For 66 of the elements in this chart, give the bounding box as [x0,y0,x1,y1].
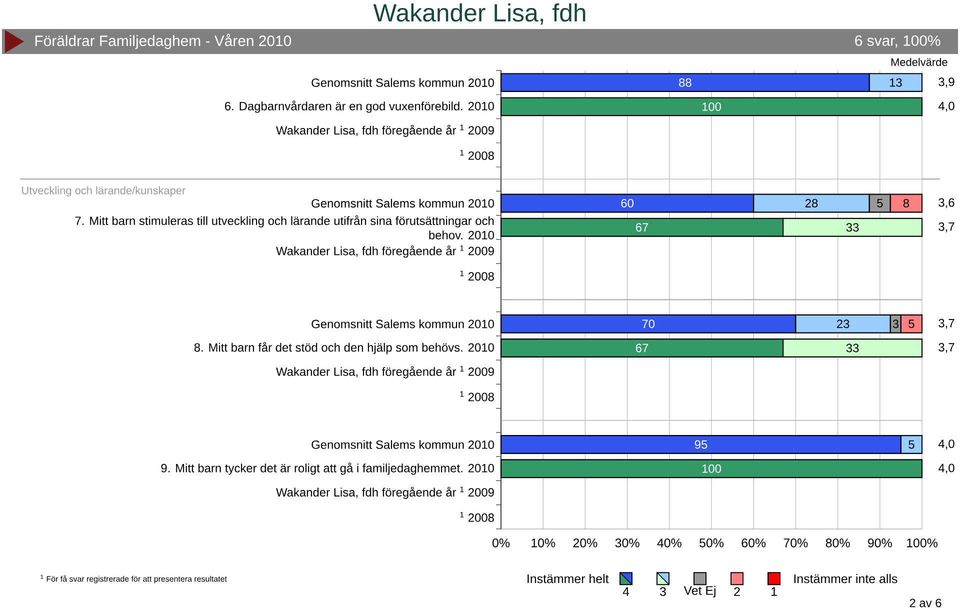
legend-label: Vet Ej [684,586,716,598]
x-tick-label: 50% [700,538,724,548]
data-label: 33 [846,223,859,232]
data-label: 70 [642,320,655,328]
x-tick-label: 90% [868,538,892,548]
data-label: 5 [877,199,883,208]
data-label: 8 [903,198,910,208]
data-label: 5 [908,320,914,328]
y-tick-label: Wakander Lisa, fdh föregående år $^{1}$ 2009 [276,245,494,258]
data-label: 67 [636,344,648,352]
x-tick-label: 100% [907,538,938,548]
data-label: 28 [805,198,818,208]
x-tick-label: 80% [826,538,850,548]
y-tick-label: Genomsnitt Salems kommun 2010 [312,198,494,208]
text: 3,7 [938,222,954,232]
text: 4,0 [938,440,954,450]
data-label: 33 [846,344,859,352]
text: Instämmer helt [528,574,609,584]
data-label: 95 [694,440,708,449]
data-label: 100 [702,464,722,473]
y-tick-label: $^{1}$ 2008 [460,391,494,402]
legend-label: 4 [622,587,630,596]
y-tick-label: 7. Mitt barn stimuleras till utveckling och lärande utifrån sina förutsättningar och behov. 2010 [75,215,494,240]
data-label: 13 [890,78,902,87]
y-tick-label: 6. Dagbarnvårdaren är en god vuxenförebild. 2010 [225,100,494,113]
text: 4,0 [938,464,954,474]
data-label: 23 [837,320,850,328]
y-tick-label: 9. Mitt barn tycker det är roligt att gå i familjedaghemmet. 2010 [161,462,494,475]
y-tick-label: 8. Mitt barn får det stöd och den hjälp som behövs. 2010 [194,342,494,354]
text: 3,6 [938,198,954,208]
legend-label: 2 [734,587,740,596]
text: Föräldrar Familjedaghem - Våren 2010 [35,34,292,50]
legend-label: 3 [660,587,666,596]
text: 2 av 6 [910,598,942,608]
legend-label: 1 [771,587,777,596]
text: Instämmer inte alls [794,574,898,584]
y-tick-label: Wakander Lisa, fdh föregående år $^{1}$ 2009 [276,486,494,499]
text: 3,7 [938,318,954,329]
data-label: 67 [636,223,648,232]
y-tick-label: Genomsnitt Salems kommun 2010 [312,319,494,328]
x-tick-label: 30% [615,538,640,548]
text: 4,0 [938,102,954,112]
chart-title: Wakander Lisa, fdh [373,3,586,25]
x-tick-label: 60% [742,538,766,548]
data-label: 60 [621,198,634,208]
data-label: 88 [679,78,692,87]
x-tick-label: 0% [492,538,510,548]
y-tick-label: Genomsnitt Salems kommun 2010 [312,440,494,449]
x-tick-label: 20% [573,538,598,548]
y-tick-label: Genomsnitt Salems kommun 2010 [312,78,494,87]
text: 3,9 [938,78,954,88]
y-tick-label: $^{1}$ 2008 [460,150,494,160]
y-tick-label: Wakander Lisa, fdh föregående år $^{1}$ 2009 [276,366,494,378]
text: 6 svar, 100% [855,35,940,48]
y-tick-label: $^{1}$ 2008 [460,512,494,522]
text: Medelvärde [891,58,948,66]
x-tick-label: 40% [657,538,682,548]
text: 3,7 [938,343,954,353]
x-tick-label: 70% [784,538,808,548]
text: Utveckling och lärande/kunskaper [22,186,186,196]
data-label: 5 [908,440,914,449]
y-tick-label: $^{1}$ 2008 [460,270,494,281]
x-tick-label: 10% [532,538,556,548]
y-tick-label: Wakander Lisa, fdh föregående år $^{1}$ 2009 [276,124,494,137]
data-label: 3 [892,320,898,328]
data-label: 100 [702,102,722,111]
